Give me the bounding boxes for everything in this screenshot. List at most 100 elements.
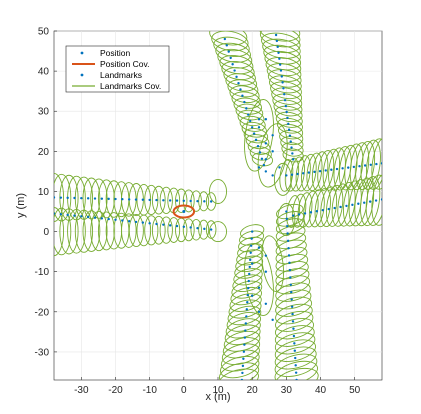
landmark-point <box>247 279 250 283</box>
landmark-point <box>288 268 292 272</box>
landmark-point <box>309 211 313 214</box>
landmark-point <box>264 254 268 257</box>
landmark-cov-ellipse <box>219 355 260 379</box>
landmark-point <box>284 104 288 108</box>
landmark-point <box>252 132 256 135</box>
landmark-cov-ellipse <box>275 203 304 220</box>
landmark-cov-ellipse <box>325 184 344 227</box>
landmark-point <box>258 151 262 154</box>
landmark-point <box>240 378 244 380</box>
landmark-point <box>86 197 90 200</box>
landmark-point <box>134 198 138 201</box>
landmark-cov-ellipse <box>151 215 166 245</box>
landmark-cov-ellipse <box>209 178 227 204</box>
landmark-point <box>141 198 145 201</box>
landmark-cov-ellipse <box>275 239 307 257</box>
landmark-point <box>73 214 76 217</box>
landmark-cov-ellipse <box>244 99 274 172</box>
landmark-cov-ellipse <box>209 221 227 243</box>
landmark-point <box>368 200 372 203</box>
landmark-point <box>86 215 90 219</box>
landmark-point <box>242 350 246 353</box>
landmark-cov-ellipse <box>67 208 86 254</box>
landmark-point <box>321 208 324 212</box>
landmark-point <box>264 270 268 273</box>
landmark-point <box>278 63 282 66</box>
landmark-cov-ellipse <box>280 136 304 151</box>
landmark-cov-ellipse <box>274 339 317 362</box>
landmark-cov-ellipse <box>268 75 302 94</box>
legend-swatch-position <box>80 51 84 55</box>
landmark-cov-ellipse <box>274 346 317 370</box>
landmark-cov-ellipse <box>205 220 217 239</box>
landmark-cov-ellipse <box>182 218 195 242</box>
landmark-point <box>283 98 287 102</box>
landmark-point <box>335 167 339 171</box>
landmark-point <box>93 216 97 219</box>
landmark-cov-ellipse <box>354 177 375 227</box>
landmark-cov-ellipse <box>314 187 331 228</box>
landmark-cov-ellipse <box>211 31 249 52</box>
landmark-point <box>313 170 316 174</box>
x-tick-label: -20 <box>108 385 123 396</box>
landmark-cov-ellipse <box>221 343 260 365</box>
landmark-point <box>246 301 249 304</box>
landmark-point <box>155 198 158 202</box>
position-cov-ellipse <box>172 204 196 219</box>
landmark-point <box>290 173 294 176</box>
x-tick-label: 40 <box>315 385 327 396</box>
landmark-cov-ellipse <box>229 293 262 312</box>
landmark-point <box>245 315 248 318</box>
landmark-point <box>285 217 288 221</box>
landmark-cov-ellipse <box>90 210 108 252</box>
landmark-point <box>225 44 228 47</box>
landmark-point <box>274 33 278 37</box>
landmark-point <box>288 261 291 264</box>
landmark-cov-ellipse <box>97 211 115 251</box>
landmark-cov-ellipse <box>261 235 284 292</box>
landmark-cov-ellipse <box>365 174 382 226</box>
landmark-point <box>333 206 336 210</box>
landmark-point <box>107 217 110 221</box>
plot-marks <box>54 31 382 380</box>
landmark-cov-ellipse <box>349 142 370 191</box>
landmark-cov-ellipse <box>159 186 173 214</box>
legend-label-position: Position <box>100 48 131 58</box>
landmark-point <box>276 45 279 49</box>
landmark-cov-ellipse <box>205 192 217 211</box>
landmark-point <box>257 166 261 169</box>
landmark-cov-ellipse <box>159 216 173 244</box>
y-tick-label: 50 <box>38 27 50 38</box>
landmark-point <box>271 150 274 153</box>
y-tick-label: 40 <box>38 67 50 78</box>
landmark-point <box>250 237 253 240</box>
landmark-point <box>291 320 295 323</box>
landmark-point <box>66 213 69 217</box>
landmark-point <box>249 258 252 262</box>
landmark-point <box>375 162 378 166</box>
landmark-point <box>248 272 251 276</box>
landmark-cov-ellipse <box>360 176 381 227</box>
landmark-point <box>256 144 260 148</box>
landmark-point <box>278 166 281 169</box>
landmark-point <box>127 219 131 223</box>
landmark-point <box>196 199 199 203</box>
landmark-point <box>287 122 290 126</box>
landmark-point <box>80 215 83 218</box>
landmark-cov-ellipse <box>144 184 159 216</box>
landmark-cov-ellipse <box>249 146 272 161</box>
position-point <box>182 210 186 214</box>
landmark-cov-ellipse <box>219 362 260 380</box>
landmark-point <box>271 134 274 137</box>
landmark-point <box>93 197 97 200</box>
landmark-point <box>290 290 293 294</box>
landmark-cov-ellipse <box>198 219 210 240</box>
landmark-point <box>209 228 213 231</box>
landmark-cov-ellipse <box>232 274 263 293</box>
y-tick-label: 0 <box>43 227 49 238</box>
landmark-point <box>54 196 56 199</box>
landmark-point <box>282 87 285 90</box>
landmark-cov-ellipse <box>221 61 255 81</box>
landmark-cov-ellipse <box>223 67 256 86</box>
